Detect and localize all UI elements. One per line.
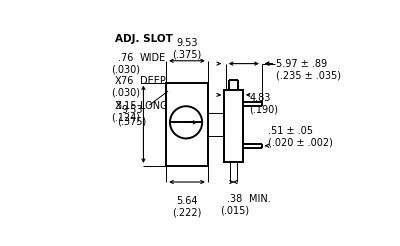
Text: X: X [115,76,122,86]
Text: .38
(.015): .38 (.015) [220,194,249,216]
Text: 3.15
(.124): 3.15 (.124) [111,101,140,122]
Text: 5.97 ± .89
(.235 ± .035): 5.97 ± .89 (.235 ± .035) [276,59,341,80]
Text: .51 ± .05
(.020 ± .002): .51 ± .05 (.020 ± .002) [268,126,333,148]
Text: 4.83
(.190): 4.83 (.190) [250,93,278,115]
Text: ADJ. SLOT: ADJ. SLOT [115,34,173,44]
Text: LONG: LONG [140,101,167,110]
Text: .76
(.030): .76 (.030) [111,76,140,97]
Bar [224,90,243,162]
Text: X: X [115,101,122,110]
Text: .76
(.030): .76 (.030) [111,53,140,75]
Text: 9.53
(.375): 9.53 (.375) [172,38,202,60]
Text: MIN.: MIN. [248,194,270,204]
Text: 9.53
(.375): 9.53 (.375) [118,105,147,127]
Text: 5.64
(.222): 5.64 (.222) [172,196,202,218]
Text: WIDE: WIDE [140,53,166,63]
Text: DEEP: DEEP [140,76,166,86]
Bar [166,83,208,166]
